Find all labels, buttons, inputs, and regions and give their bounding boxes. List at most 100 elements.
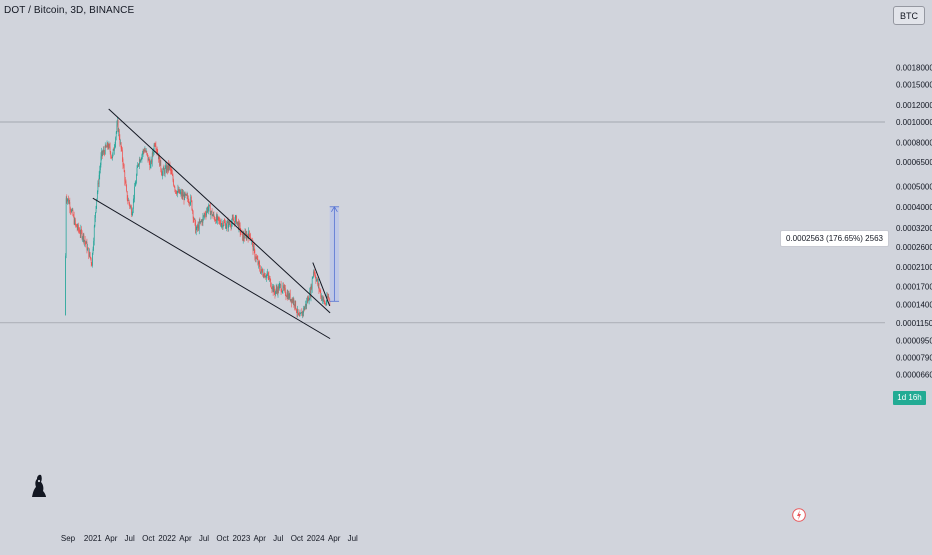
candle-body <box>265 276 267 278</box>
symbol-title[interactable]: DOT / Bitcoin, 3D, BINANCE <box>4 5 135 16</box>
candle-body <box>172 175 174 181</box>
lightning-icon[interactable] <box>792 506 806 529</box>
candle-body <box>197 225 198 229</box>
candle-body <box>191 200 193 210</box>
candle-body <box>141 155 143 159</box>
candle-body <box>273 287 275 293</box>
horizontal-lines <box>0 121 885 324</box>
price-tick-label: 0.0001700 <box>896 283 932 292</box>
candle-body <box>291 299 292 303</box>
candle-body <box>151 160 152 163</box>
candle-body <box>76 224 77 228</box>
candle-body <box>202 216 204 223</box>
trendline <box>108 108 331 314</box>
candle-body <box>261 269 263 272</box>
candle-body <box>192 211 194 219</box>
candle-body <box>85 241 87 244</box>
candle-body <box>100 156 102 165</box>
candle-body <box>230 225 232 227</box>
candle-body <box>123 165 125 172</box>
candle-body <box>189 202 190 204</box>
candle-body <box>126 185 127 192</box>
candle-body <box>273 287 275 293</box>
candle-body <box>306 300 308 306</box>
candle-body <box>190 196 192 204</box>
candle-body <box>245 232 247 234</box>
candle-body <box>248 230 250 239</box>
trendlines-layer[interactable] <box>92 108 331 340</box>
candle-body <box>259 264 261 270</box>
measure-tool[interactable] <box>329 206 340 302</box>
candle-body <box>282 285 284 292</box>
candle-body <box>101 150 102 157</box>
candle-body <box>311 278 313 289</box>
candle-body <box>160 160 162 170</box>
candle-body <box>70 208 71 211</box>
candle-body <box>200 221 202 222</box>
candle-body <box>173 185 175 187</box>
price-tick-label: 0.0012000 <box>896 101 932 110</box>
candle-body <box>288 293 290 299</box>
time-tick-label: 2024 <box>307 534 325 543</box>
candle-body <box>175 189 176 191</box>
tradingview-logo-icon[interactable] <box>30 472 48 503</box>
candle-body <box>291 299 293 303</box>
candle-body <box>328 298 330 300</box>
candle-body <box>158 155 160 160</box>
candle-body <box>182 193 184 197</box>
candle-body <box>302 311 303 316</box>
candle-body <box>138 164 140 165</box>
candle-body <box>126 191 128 200</box>
time-tick-label: Jul <box>199 534 209 543</box>
candle-body <box>236 215 237 224</box>
candle-body <box>114 144 116 148</box>
candle-body <box>127 199 129 201</box>
candle-body <box>167 166 168 171</box>
candle-body <box>108 144 110 148</box>
candle-body <box>262 271 264 276</box>
price-tick-label: 0.0006500 <box>896 158 932 167</box>
candle-body <box>90 258 92 263</box>
candle-body <box>211 210 213 217</box>
candle-body <box>165 165 167 168</box>
candle-body <box>231 218 233 223</box>
candle-body <box>312 276 314 279</box>
candle-body <box>288 293 289 300</box>
candle-body <box>128 200 129 201</box>
candle-body <box>294 304 295 307</box>
candle-body <box>183 194 185 200</box>
candle-body <box>80 229 82 234</box>
candle-body <box>248 230 250 235</box>
candle-body <box>109 146 111 152</box>
candle-body <box>327 296 328 298</box>
candle-body <box>267 273 269 276</box>
candle-body <box>313 271 315 273</box>
candle-body <box>198 224 199 230</box>
candle-body <box>121 149 123 160</box>
candle-body <box>165 165 167 172</box>
price-tick-label: 0.0001400 <box>896 301 932 310</box>
candle-body <box>201 220 203 222</box>
time-scale[interactable]: Sep 2021 Apr Jul Oct 2022 Apr Jul Oct 2023 Apr Jul O… <box>61 534 358 543</box>
candle-body <box>229 223 231 225</box>
candle-body <box>129 203 131 207</box>
candle-body <box>204 213 206 216</box>
candle-body <box>227 221 229 228</box>
price-tick-label: 0.0010000 <box>896 118 932 127</box>
time-tick-label: Jul <box>125 534 135 543</box>
time-tick-label: Apr <box>105 534 118 543</box>
candle-body <box>96 198 98 207</box>
candle-body <box>284 287 286 288</box>
price-tick-label: 0.0002600 <box>896 243 932 252</box>
candle-body <box>230 223 231 226</box>
candle-body <box>167 163 169 171</box>
candle-body <box>270 279 272 287</box>
candle-body <box>166 166 168 172</box>
candle-body <box>139 159 140 165</box>
price-scale[interactable]: 0.0018000 0.0015000 0.0012000 0.0010000 0.00… <box>896 63 932 379</box>
candle-body <box>212 215 214 217</box>
candle-body <box>211 210 212 213</box>
currency-button[interactable]: BTC <box>893 6 925 25</box>
